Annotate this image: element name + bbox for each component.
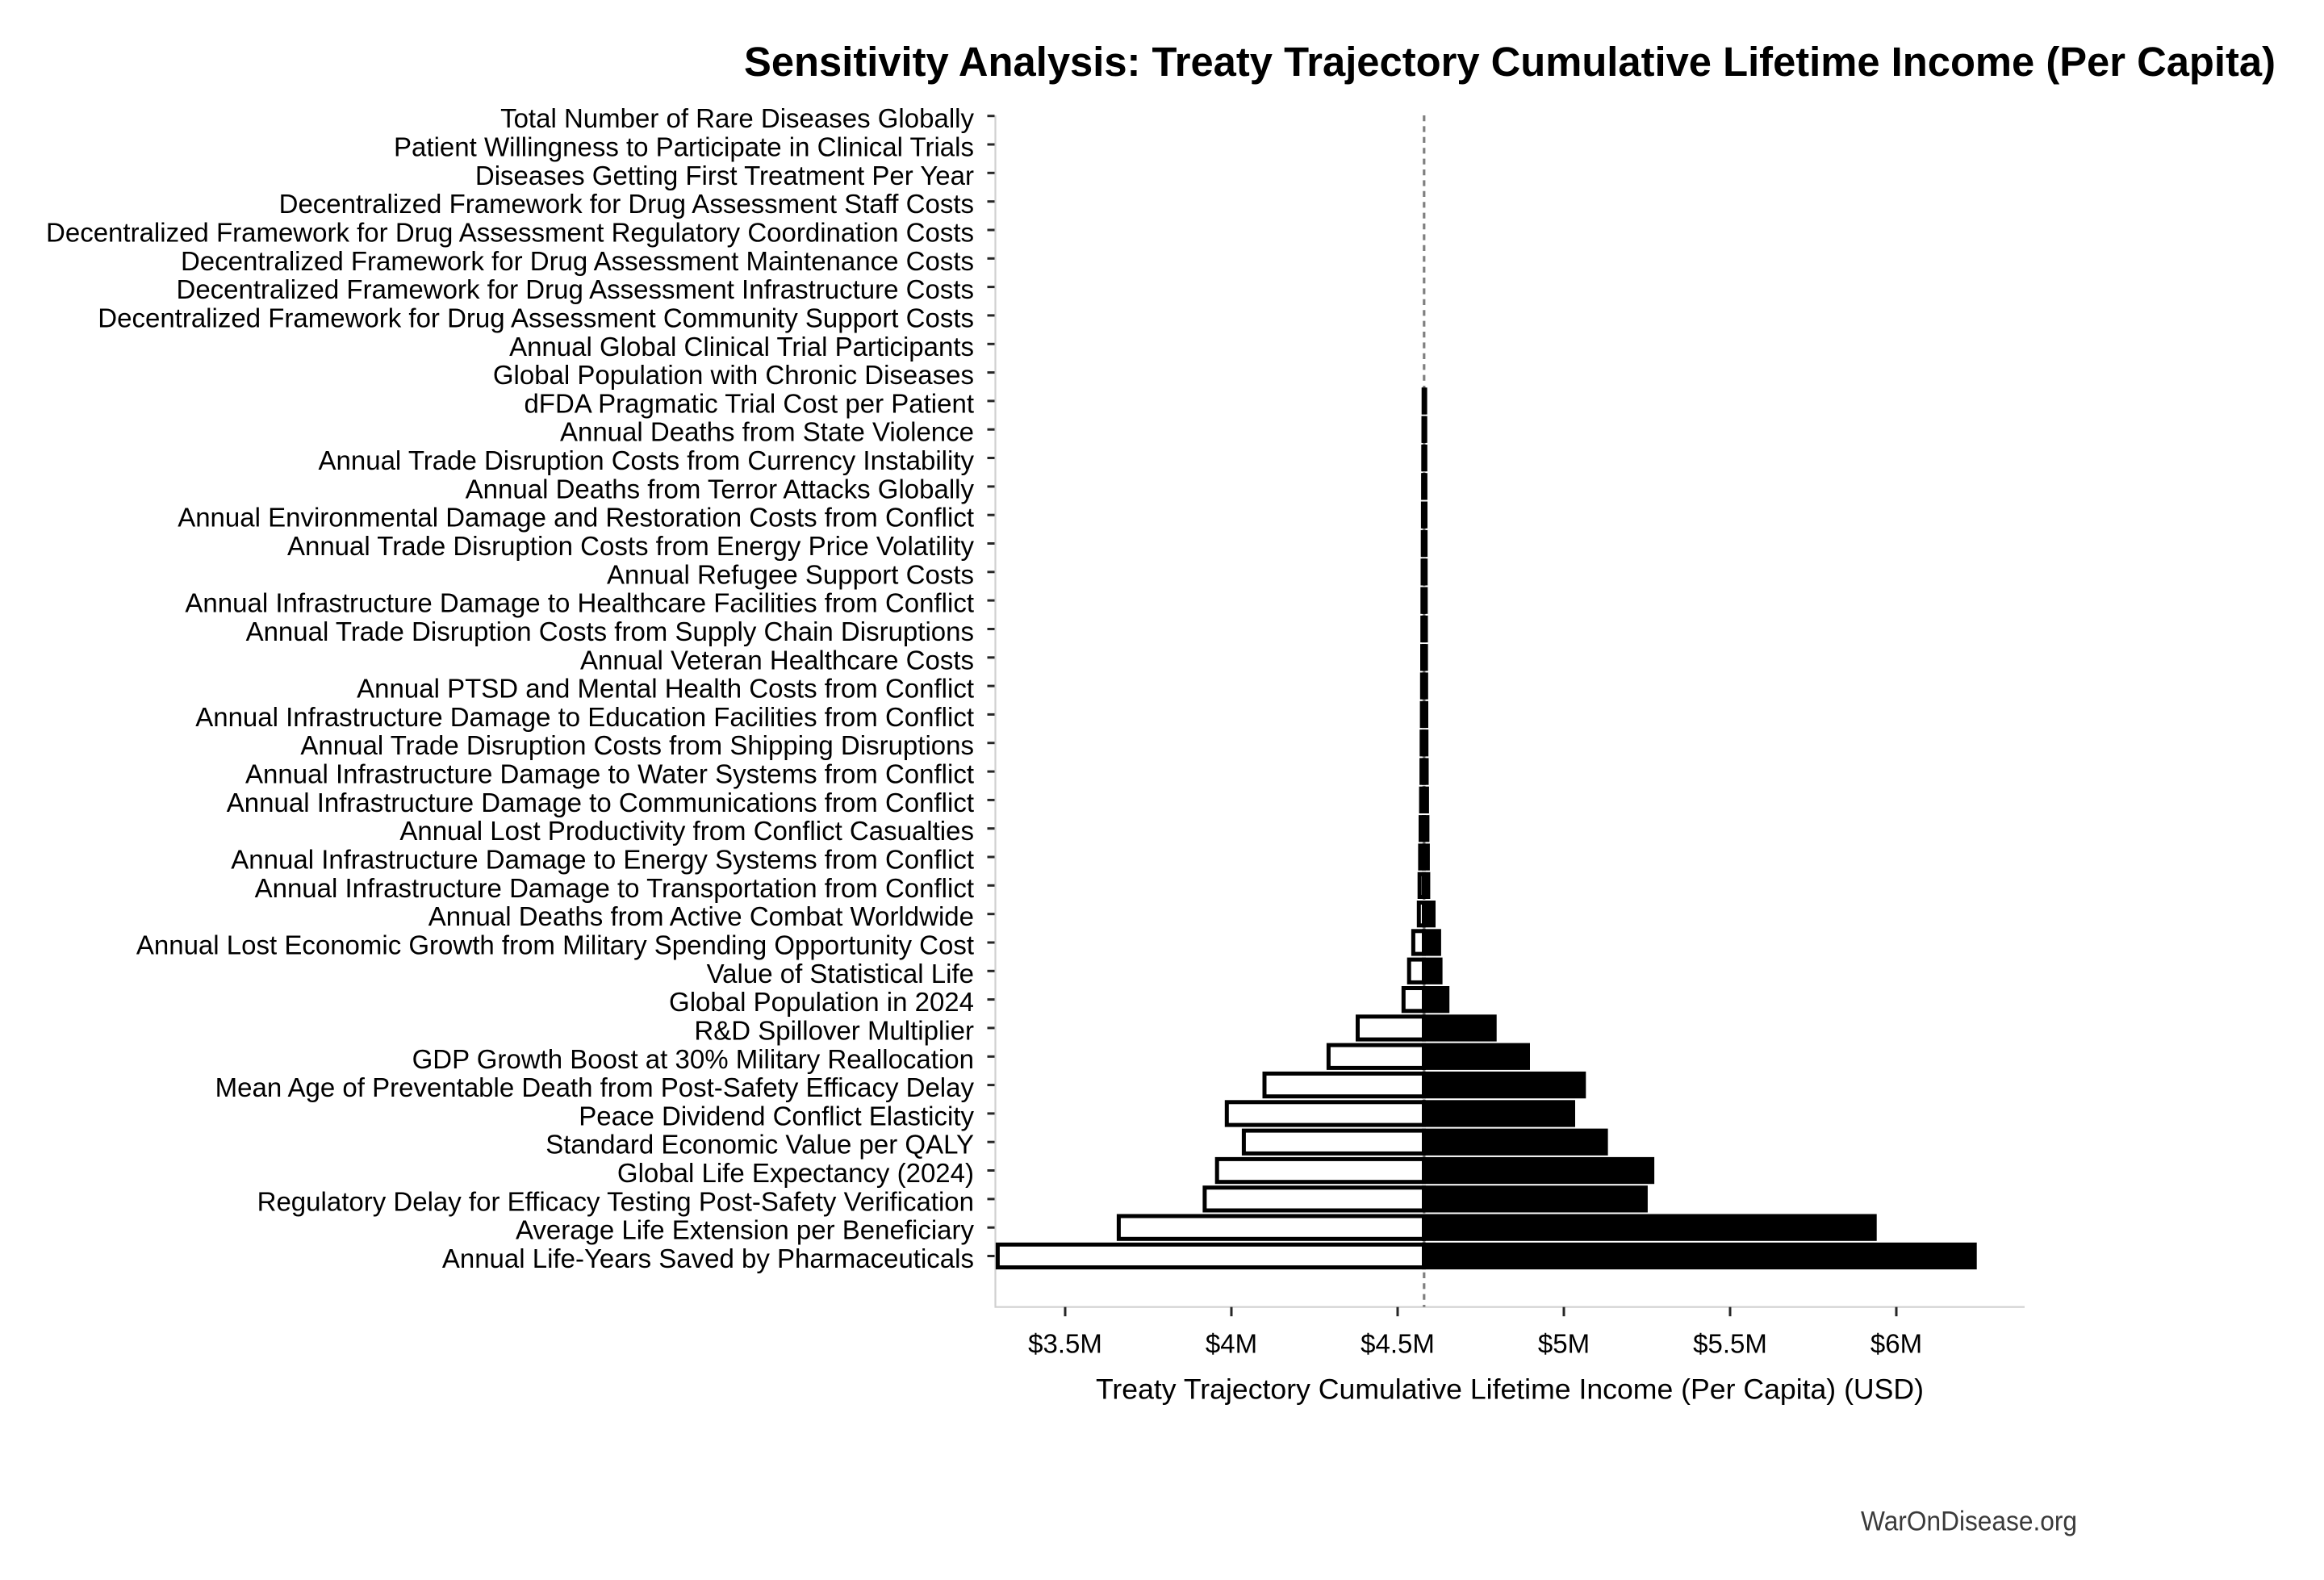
svg-text:Global Population in 2024: Global Population in 2024 [669, 987, 974, 1017]
svg-text:Treaty Trajectory Cumulative L: Treaty Trajectory Cumulative Lifetime In… [1096, 1374, 1924, 1406]
svg-text:Annual Refugee Support Costs: Annual Refugee Support Costs [607, 559, 974, 589]
svg-text:Annual Infrastructure Damage t: Annual Infrastructure Damage to Communic… [227, 788, 974, 817]
svg-text:Annual Infrastructure Damage t: Annual Infrastructure Damage to Transpor… [255, 873, 974, 903]
svg-text:Average Life Extension per Ben: Average Life Extension per Beneficiary [516, 1215, 975, 1245]
svg-text:$5.5M: $5.5M [1693, 1329, 1767, 1359]
svg-text:GDP Growth Boost at 30% Milita: GDP Growth Boost at 30% Military Realloc… [412, 1044, 974, 1074]
svg-text:Annual Lost Productivity from: Annual Lost Productivity from Conflict C… [399, 816, 974, 846]
svg-text:$5M: $5M [1538, 1329, 1590, 1359]
svg-text:$3.5M: $3.5M [1028, 1329, 1102, 1359]
svg-text:Annual Trade Disruption Costs: Annual Trade Disruption Costs from Suppl… [246, 617, 974, 646]
svg-text:Total Number of Rare Diseases: Total Number of Rare Diseases Globally [500, 103, 974, 133]
svg-text:Peace Dividend Conflict Elasti: Peace Dividend Conflict Elasticity [579, 1101, 974, 1131]
svg-text:Global Life Expectancy (2024): Global Life Expectancy (2024) [617, 1158, 974, 1188]
svg-text:Annual Deaths from State Viole: Annual Deaths from State Violence [560, 417, 974, 447]
svg-text:$4.5M: $4.5M [1361, 1329, 1435, 1359]
svg-text:Annual Global Clinical Trial P: Annual Global Clinical Trial Participant… [509, 332, 974, 362]
svg-text:Annual Veteran Healthcare Cost: Annual Veteran Healthcare Costs [580, 645, 974, 675]
svg-text:Value of Statistical Life: Value of Statistical Life [707, 959, 974, 989]
svg-text:Annual Trade Disruption Costs: Annual Trade Disruption Costs from Curre… [319, 445, 975, 475]
svg-text:WarOnDisease.org: WarOnDisease.org [1861, 1507, 2077, 1537]
svg-text:Annual Infrastructure Damage t: Annual Infrastructure Damage to Water Sy… [245, 759, 974, 789]
svg-text:Decentralized Framework for Dr: Decentralized Framework for Drug Assessm… [279, 189, 974, 219]
svg-text:Global Population with Chronic: Global Population with Chronic Diseases [493, 360, 974, 390]
svg-text:Regulatory Delay for Efficacy: Regulatory Delay for Efficacy Testing Po… [257, 1186, 974, 1216]
svg-text:Standard Economic Value per QA: Standard Economic Value per QALY [545, 1130, 974, 1160]
svg-text:Annual Trade Disruption Costs: Annual Trade Disruption Costs from Energ… [287, 531, 975, 561]
svg-text:Annual Deaths from Active Comb: Annual Deaths from Active Combat Worldwi… [428, 901, 974, 931]
svg-text:Diseases Getting First Treatme: Diseases Getting First Treatment Per Yea… [475, 161, 974, 190]
svg-text:Decentralized Framework for Dr: Decentralized Framework for Drug Assessm… [181, 246, 974, 276]
svg-text:Sensitivity Analysis: Treaty T: Sensitivity Analysis: Treaty Trajectory … [744, 39, 2276, 85]
svg-text:Annual Deaths from Terror Atta: Annual Deaths from Terror Attacks Global… [466, 474, 975, 504]
svg-text:Annual Lost Economic Growth fr: Annual Lost Economic Growth from Militar… [136, 930, 974, 960]
svg-text:Mean Age of Preventable Death: Mean Age of Preventable Death from Post-… [215, 1072, 975, 1102]
svg-text:Decentralized Framework for Dr: Decentralized Framework for Drug Assessm… [176, 274, 974, 304]
svg-text:dFDA Pragmatic Trial Cost per: dFDA Pragmatic Trial Cost per Patient [524, 388, 974, 418]
svg-text:Annual Infrastructure Damage t: Annual Infrastructure Damage to Energy S… [231, 845, 974, 875]
svg-text:R&D Spillover Multiplier: R&D Spillover Multiplier [694, 1015, 974, 1045]
svg-text:Annual Infrastructure Damage t: Annual Infrastructure Damage to Healthca… [185, 588, 974, 618]
svg-text:Annual Trade Disruption Costs: Annual Trade Disruption Costs from Shipp… [300, 730, 974, 760]
svg-text:$6M: $6M [1870, 1329, 1922, 1359]
svg-text:Annual Life-Years Saved by Pha: Annual Life-Years Saved by Pharmaceutica… [442, 1244, 974, 1273]
svg-text:Annual Environmental Damage an: Annual Environmental Damage and Restorat… [178, 503, 974, 533]
svg-text:Annual PTSD and Mental Health: Annual PTSD and Mental Health Costs from… [357, 674, 974, 704]
svg-text:Decentralized Framework for Dr: Decentralized Framework for Drug Assessm… [46, 218, 974, 248]
svg-text:Annual Infrastructure Damage t: Annual Infrastructure Damage to Educatio… [195, 702, 974, 732]
svg-text:Decentralized Framework for Dr: Decentralized Framework for Drug Assessm… [98, 303, 974, 332]
svg-text:Patient Willingness to Partici: Patient Willingness to Participate in Cl… [394, 132, 974, 162]
svg-text:$4M: $4M [1206, 1329, 1257, 1359]
